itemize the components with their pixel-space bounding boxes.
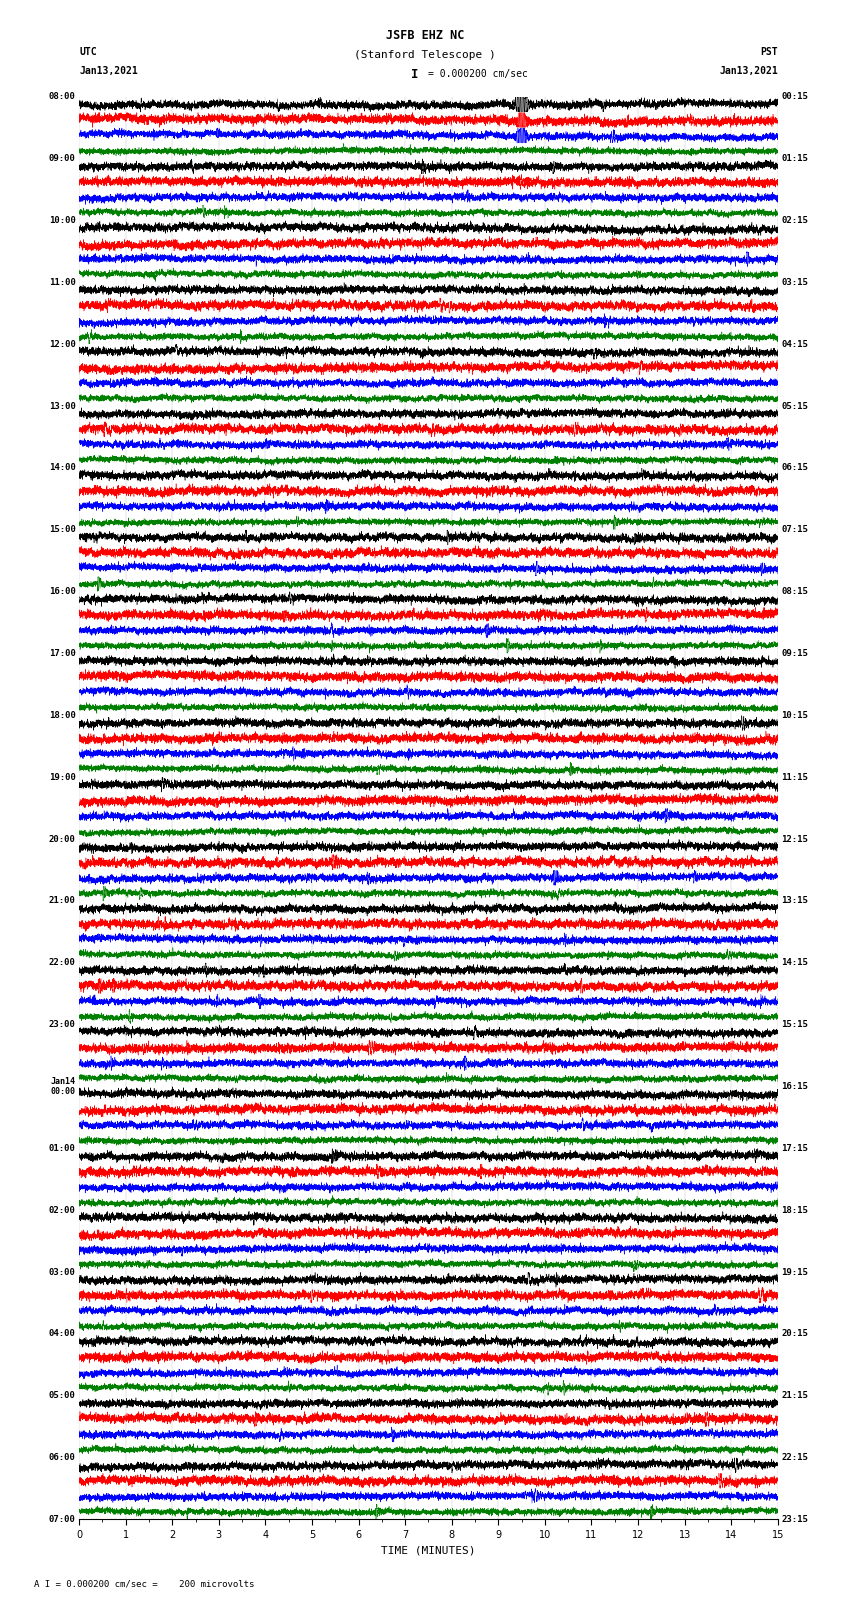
Text: 21:15: 21:15: [781, 1392, 808, 1400]
Text: 06:15: 06:15: [781, 463, 808, 473]
Text: 11:00: 11:00: [48, 277, 76, 287]
Text: 05:15: 05:15: [781, 402, 808, 411]
Text: 23:15: 23:15: [781, 1515, 808, 1524]
Text: 16:00: 16:00: [48, 587, 76, 597]
Text: 20:15: 20:15: [781, 1329, 808, 1339]
Text: 12:15: 12:15: [781, 834, 808, 844]
Text: 10:00: 10:00: [48, 216, 76, 224]
Text: 12:00: 12:00: [48, 340, 76, 348]
Text: 05:00: 05:00: [48, 1392, 76, 1400]
Text: 10:15: 10:15: [781, 711, 808, 719]
Text: 09:15: 09:15: [781, 648, 808, 658]
Text: 07:15: 07:15: [781, 526, 808, 534]
Text: 22:00: 22:00: [48, 958, 76, 968]
Text: 22:15: 22:15: [781, 1453, 808, 1461]
Text: 15:15: 15:15: [781, 1019, 808, 1029]
Text: 01:00: 01:00: [48, 1144, 76, 1153]
Text: Jan13,2021: Jan13,2021: [719, 66, 778, 76]
Text: 07:00: 07:00: [48, 1515, 76, 1524]
Text: 04:15: 04:15: [781, 340, 808, 348]
X-axis label: TIME (MINUTES): TIME (MINUTES): [381, 1545, 476, 1555]
Text: Jan14
00:00: Jan14 00:00: [51, 1077, 76, 1097]
Text: 03:15: 03:15: [781, 277, 808, 287]
Text: Jan13,2021: Jan13,2021: [79, 66, 138, 76]
Text: 06:00: 06:00: [48, 1453, 76, 1461]
Text: 23:00: 23:00: [48, 1019, 76, 1029]
Text: 11:15: 11:15: [781, 773, 808, 782]
Text: 08:00: 08:00: [48, 92, 76, 102]
Text: 18:00: 18:00: [48, 711, 76, 719]
Text: (Stanford Telescope ): (Stanford Telescope ): [354, 50, 496, 60]
Text: 02:15: 02:15: [781, 216, 808, 224]
Text: = 0.000200 cm/sec: = 0.000200 cm/sec: [428, 69, 527, 79]
Text: 20:00: 20:00: [48, 834, 76, 844]
Text: I: I: [411, 68, 418, 81]
Text: 04:00: 04:00: [48, 1329, 76, 1339]
Text: 14:00: 14:00: [48, 463, 76, 473]
Text: 08:15: 08:15: [781, 587, 808, 597]
Text: 19:00: 19:00: [48, 773, 76, 782]
Text: 21:00: 21:00: [48, 897, 76, 905]
Text: 16:15: 16:15: [781, 1082, 808, 1090]
Text: 09:00: 09:00: [48, 155, 76, 163]
Text: 15:00: 15:00: [48, 526, 76, 534]
Text: 03:00: 03:00: [48, 1268, 76, 1276]
Text: 14:15: 14:15: [781, 958, 808, 968]
Text: 17:00: 17:00: [48, 648, 76, 658]
Text: 18:15: 18:15: [781, 1205, 808, 1215]
Text: 02:00: 02:00: [48, 1205, 76, 1215]
Text: 19:15: 19:15: [781, 1268, 808, 1276]
Text: A I = 0.000200 cm/sec =    200 microvolts: A I = 0.000200 cm/sec = 200 microvolts: [34, 1579, 254, 1589]
Text: 17:15: 17:15: [781, 1144, 808, 1153]
Text: 13:15: 13:15: [781, 897, 808, 905]
Text: PST: PST: [760, 47, 778, 56]
Text: JSFB EHZ NC: JSFB EHZ NC: [386, 29, 464, 42]
Text: 01:15: 01:15: [781, 155, 808, 163]
Text: 13:00: 13:00: [48, 402, 76, 411]
Text: 00:15: 00:15: [781, 92, 808, 102]
Text: UTC: UTC: [79, 47, 97, 56]
